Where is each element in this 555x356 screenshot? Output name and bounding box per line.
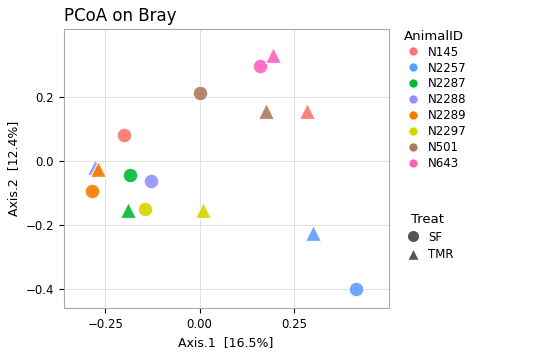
- Point: [88, 188, 97, 194]
- X-axis label: Axis.1  [16.5%]: Axis.1 [16.5%]: [178, 336, 274, 349]
- Point: [256, 63, 265, 69]
- Point: [146, 178, 155, 184]
- Point: [195, 90, 204, 96]
- Point: [123, 207, 132, 213]
- Legend: SF, TMR: SF, TMR: [401, 213, 453, 261]
- Point: [146, 178, 155, 184]
- Point: [256, 63, 265, 69]
- Point: [352, 286, 361, 292]
- Point: [195, 90, 204, 96]
- Point: [309, 230, 317, 235]
- Point: [303, 108, 312, 114]
- Y-axis label: Axis.2  [12.4%]: Axis.2 [12.4%]: [7, 121, 20, 216]
- Point: [125, 172, 134, 178]
- Point: [88, 188, 97, 194]
- Point: [93, 166, 102, 171]
- Point: [120, 132, 129, 138]
- Point: [352, 286, 361, 292]
- Text: PCoA on Bray: PCoA on Bray: [64, 7, 176, 25]
- Point: [90, 164, 99, 170]
- Point: [199, 207, 208, 213]
- Point: [261, 108, 270, 114]
- Point: [140, 206, 149, 211]
- Point: [120, 132, 129, 138]
- Point: [125, 172, 134, 178]
- Point: [140, 206, 149, 211]
- Point: [269, 52, 278, 58]
